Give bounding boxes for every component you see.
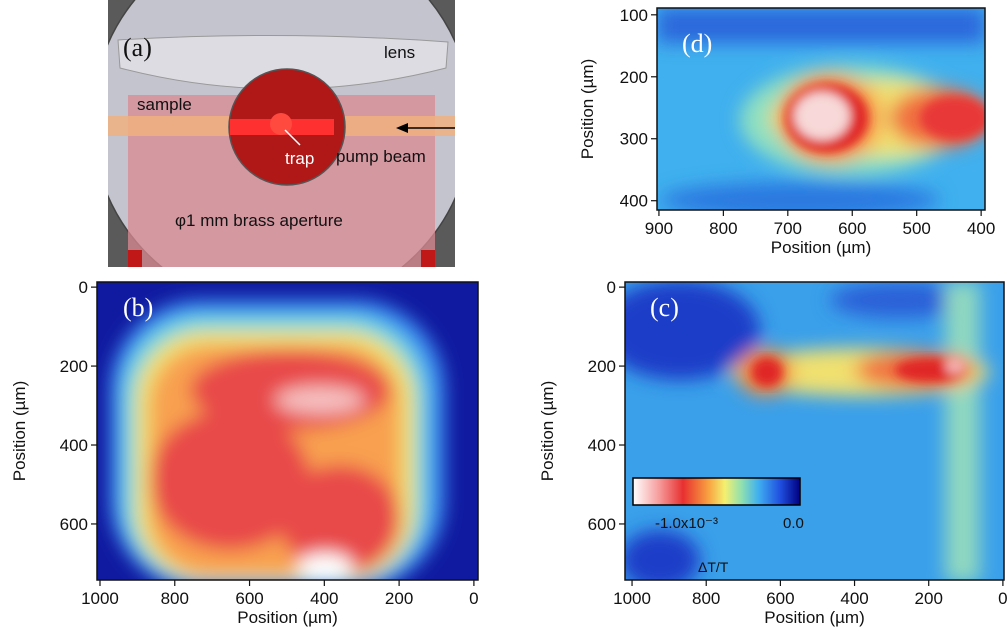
plot-frame	[624, 281, 1005, 581]
y-tick-label: 0	[607, 278, 616, 297]
annotation: lens	[384, 43, 415, 62]
x-tick-label: 800	[161, 589, 189, 608]
x-axis-title: Position (µm)	[771, 238, 871, 257]
y-tick-label: 0	[79, 278, 88, 297]
heatmap-b	[97, 282, 478, 580]
plot-frame	[96, 281, 479, 581]
y-tick-label: 400	[620, 192, 648, 211]
colorbar-label: -1.0x10⁻³	[655, 515, 718, 532]
annotation: trap	[285, 149, 314, 168]
colorbar	[632, 477, 801, 506]
x-tick-label: 700	[774, 219, 802, 238]
y-tick-label: 400	[60, 436, 88, 455]
y-axis-title: Position (µm)	[578, 59, 597, 159]
x-axis-title: Position (µm)	[237, 608, 337, 627]
x-tick-label: 1000	[81, 589, 119, 608]
x-tick-label: 200	[385, 589, 413, 608]
x-tick-label: 400	[310, 589, 338, 608]
y-tick-label: 400	[588, 436, 616, 455]
y-tick-label: 200	[588, 357, 616, 376]
x-tick-label: 0	[469, 589, 478, 608]
plot-frame	[656, 7, 986, 211]
panel-label: (a)	[123, 33, 152, 62]
x-axis-title: Position (µm)	[764, 608, 864, 627]
annotation: φ1 mm brass aperture	[175, 211, 343, 230]
y-tick-label: 600	[588, 515, 616, 534]
y-tick-label: 200	[620, 68, 648, 87]
colorbar-title: ΔT/T	[698, 559, 729, 575]
x-tick-label: 600	[766, 589, 794, 608]
y-axis-title: Position (µm)	[10, 381, 29, 481]
x-tick-label: 400	[840, 589, 868, 608]
x-tick-label: 0	[998, 589, 1007, 608]
annotation: pump beam	[336, 147, 426, 166]
panel-a-illustration	[108, 0, 455, 267]
x-tick-label: 200	[915, 589, 943, 608]
x-tick-label: 600	[235, 589, 263, 608]
annotation: sample	[137, 95, 192, 114]
panel-label: (b)	[123, 293, 153, 322]
heatmap-d	[657, 8, 985, 210]
y-tick-label: 300	[620, 130, 648, 149]
colorbar-label: 0.0	[783, 515, 804, 532]
x-tick-label: 800	[709, 219, 737, 238]
x-tick-label: 900	[645, 219, 673, 238]
x-tick-label: 400	[967, 219, 995, 238]
x-tick-label: 500	[903, 219, 931, 238]
x-tick-label: 1000	[613, 589, 651, 608]
y-tick-label: 100	[620, 6, 648, 25]
y-tick-label: 600	[60, 515, 88, 534]
panel-label: (d)	[682, 29, 712, 58]
x-tick-label: 800	[692, 589, 720, 608]
y-tick-label: 200	[60, 357, 88, 376]
y-axis-title: Position (µm)	[538, 381, 557, 481]
x-tick-label: 600	[838, 219, 866, 238]
panel-label: (c)	[650, 293, 679, 322]
heatmap-c	[625, 282, 1004, 580]
